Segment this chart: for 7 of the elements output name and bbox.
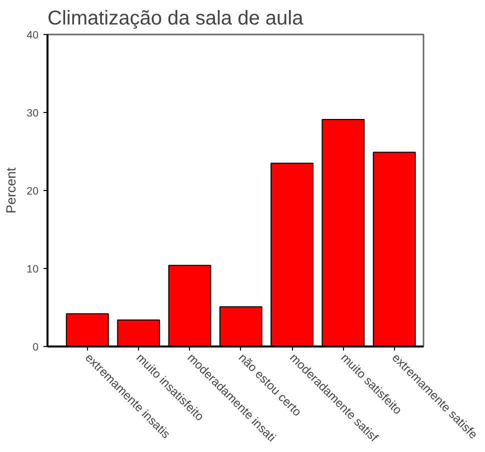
y-tick-label: 30: [26, 108, 39, 120]
y-tick-label: 40: [26, 30, 39, 42]
y-tick-label: 0: [32, 342, 39, 354]
y-axis-title: Percent: [4, 167, 19, 214]
y-tick-label: 10: [26, 264, 39, 276]
y-tick-label: 20: [26, 186, 39, 198]
chart-title: Climatização da sala de aula: [48, 8, 304, 30]
